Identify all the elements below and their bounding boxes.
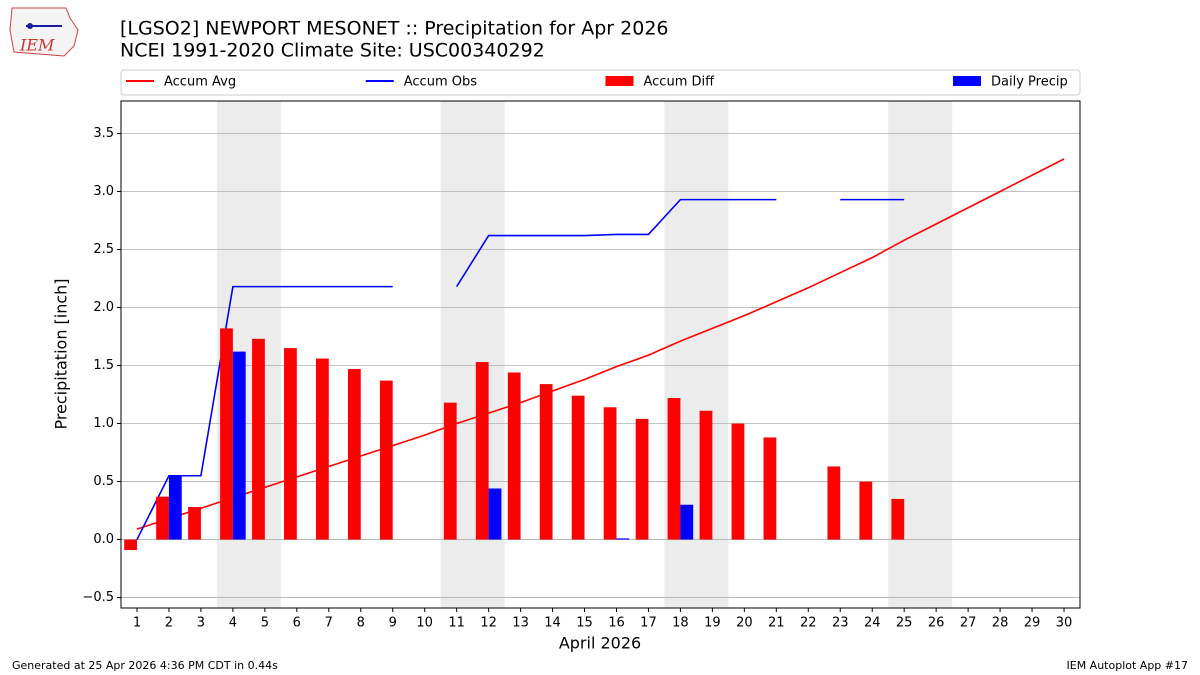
x-tick-label: 4 bbox=[229, 616, 237, 631]
legend-label: Accum Diff bbox=[644, 75, 716, 90]
x-tick-label: 25 bbox=[896, 616, 913, 631]
logo-text: IEM bbox=[19, 36, 55, 55]
weekend-shade bbox=[920, 101, 953, 608]
bar bbox=[507, 372, 521, 540]
bar bbox=[699, 410, 713, 540]
y-tick-label: 3.0 bbox=[93, 184, 114, 199]
bar bbox=[443, 402, 457, 540]
bar bbox=[379, 380, 393, 540]
bar bbox=[859, 481, 873, 540]
plot-frame bbox=[120, 100, 1081, 609]
bar bbox=[220, 328, 233, 540]
x-tick-label: 10 bbox=[416, 616, 433, 631]
legend-label: Daily Precip bbox=[991, 75, 1068, 90]
bar bbox=[252, 338, 265, 540]
bar bbox=[763, 437, 777, 540]
x-tick-label: 24 bbox=[864, 616, 881, 631]
x-tick-label: 27 bbox=[960, 616, 977, 631]
bar bbox=[680, 504, 694, 540]
bar bbox=[731, 423, 745, 540]
footer-right: IEM Autoplot App #17 bbox=[1067, 659, 1189, 672]
bar bbox=[667, 398, 681, 540]
y-tick-label: 2.5 bbox=[93, 242, 114, 257]
x-tick-label: 23 bbox=[832, 616, 849, 631]
bar bbox=[347, 369, 361, 540]
bar bbox=[891, 498, 905, 540]
x-tick-label: 12 bbox=[480, 616, 497, 631]
x-tick-label: 29 bbox=[1024, 616, 1041, 631]
x-tick-label: 20 bbox=[736, 616, 753, 631]
bar bbox=[571, 395, 585, 540]
y-axis-label: Precipitation [inch] bbox=[52, 278, 71, 429]
x-tick-label: 8 bbox=[357, 616, 365, 631]
x-tick-label: 11 bbox=[448, 616, 465, 631]
x-axis-label: April 2026 bbox=[559, 634, 641, 653]
bar bbox=[827, 466, 841, 540]
y-tick-label: 3.5 bbox=[93, 126, 114, 141]
x-tick-label: 28 bbox=[992, 616, 1009, 631]
bar bbox=[156, 496, 169, 540]
bar bbox=[232, 351, 246, 540]
x-tick-label: 5 bbox=[261, 616, 269, 631]
chart-title: [LGSO2] NEWPORT MESONET :: Precipitation… bbox=[120, 18, 669, 40]
bar bbox=[603, 407, 617, 540]
bar bbox=[188, 507, 201, 540]
legend-swatch bbox=[605, 76, 634, 86]
x-tick-label: 17 bbox=[640, 616, 657, 631]
bar bbox=[168, 475, 182, 540]
plot-area bbox=[121, 101, 1080, 608]
legend-label: Accum Avg bbox=[164, 75, 236, 90]
bar bbox=[284, 348, 297, 540]
bar bbox=[539, 384, 553, 540]
x-tick-label: 7 bbox=[325, 616, 333, 631]
footer-left: Generated at 25 Apr 2026 4:36 PM CDT in … bbox=[12, 659, 278, 672]
y-tick-label: 2.0 bbox=[93, 300, 114, 315]
line bbox=[136, 198, 905, 540]
x-tick-label: 9 bbox=[389, 616, 397, 631]
x-tick-label: 15 bbox=[576, 616, 593, 631]
bar bbox=[488, 488, 502, 540]
y-tick-label: 1.0 bbox=[93, 416, 114, 431]
bar bbox=[616, 538, 630, 540]
x-tick-label: 2 bbox=[165, 616, 173, 631]
x-tick-label: 16 bbox=[608, 616, 625, 631]
legend-box bbox=[120, 69, 1081, 96]
bar bbox=[124, 539, 137, 550]
y-tick-label: 0.5 bbox=[93, 474, 114, 489]
x-tick-label: 19 bbox=[704, 616, 721, 631]
bar bbox=[315, 358, 329, 540]
legend-label: Accum Obs bbox=[404, 75, 477, 90]
x-tick-label: 22 bbox=[800, 616, 817, 631]
x-tick-label: 14 bbox=[544, 616, 561, 631]
y-tick-label: 0.0 bbox=[93, 532, 114, 547]
bar bbox=[635, 418, 649, 540]
x-tick-label: 21 bbox=[768, 616, 785, 631]
bar bbox=[475, 362, 489, 540]
x-tick-label: 1 bbox=[133, 616, 141, 631]
x-tick-label: 3 bbox=[197, 616, 205, 631]
x-tick-label: 26 bbox=[928, 616, 945, 631]
x-tick-label: 30 bbox=[1056, 616, 1073, 631]
y-tick-label: −0.5 bbox=[82, 590, 114, 605]
logo: IEM bbox=[9, 7, 79, 57]
y-tick-label: 1.5 bbox=[93, 358, 114, 373]
chart-subtitle: NCEI 1991-2020 Climate Site: USC00340292 bbox=[120, 40, 545, 62]
x-tick-label: 6 bbox=[293, 616, 301, 631]
x-tick-label: 13 bbox=[512, 616, 529, 631]
legend-swatch bbox=[953, 76, 981, 86]
x-tick-label: 18 bbox=[672, 616, 689, 631]
